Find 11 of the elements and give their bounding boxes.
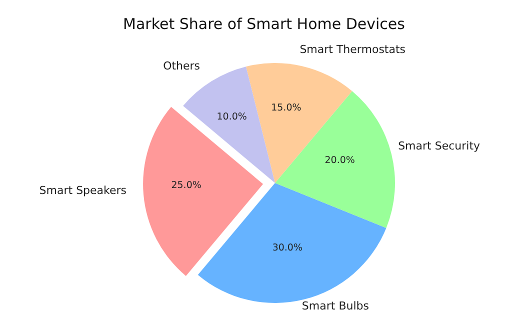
data-label: 30.0% <box>272 242 303 254</box>
slice-label: Smart Thermostats <box>300 42 406 56</box>
data-label: 20.0% <box>324 155 355 166</box>
slice-label: Others <box>163 60 200 73</box>
data-label: 10.0% <box>216 111 247 122</box>
chart-title: Market Share of Smart Home Devices <box>123 15 406 33</box>
data-label: 15.0% <box>271 102 302 114</box>
slice-label: Smart Bulbs <box>302 300 370 313</box>
data-label: 25.0% <box>171 180 202 191</box>
slice-label: Smart Speakers <box>39 184 127 198</box>
slice-label: Smart Security <box>398 140 481 153</box>
